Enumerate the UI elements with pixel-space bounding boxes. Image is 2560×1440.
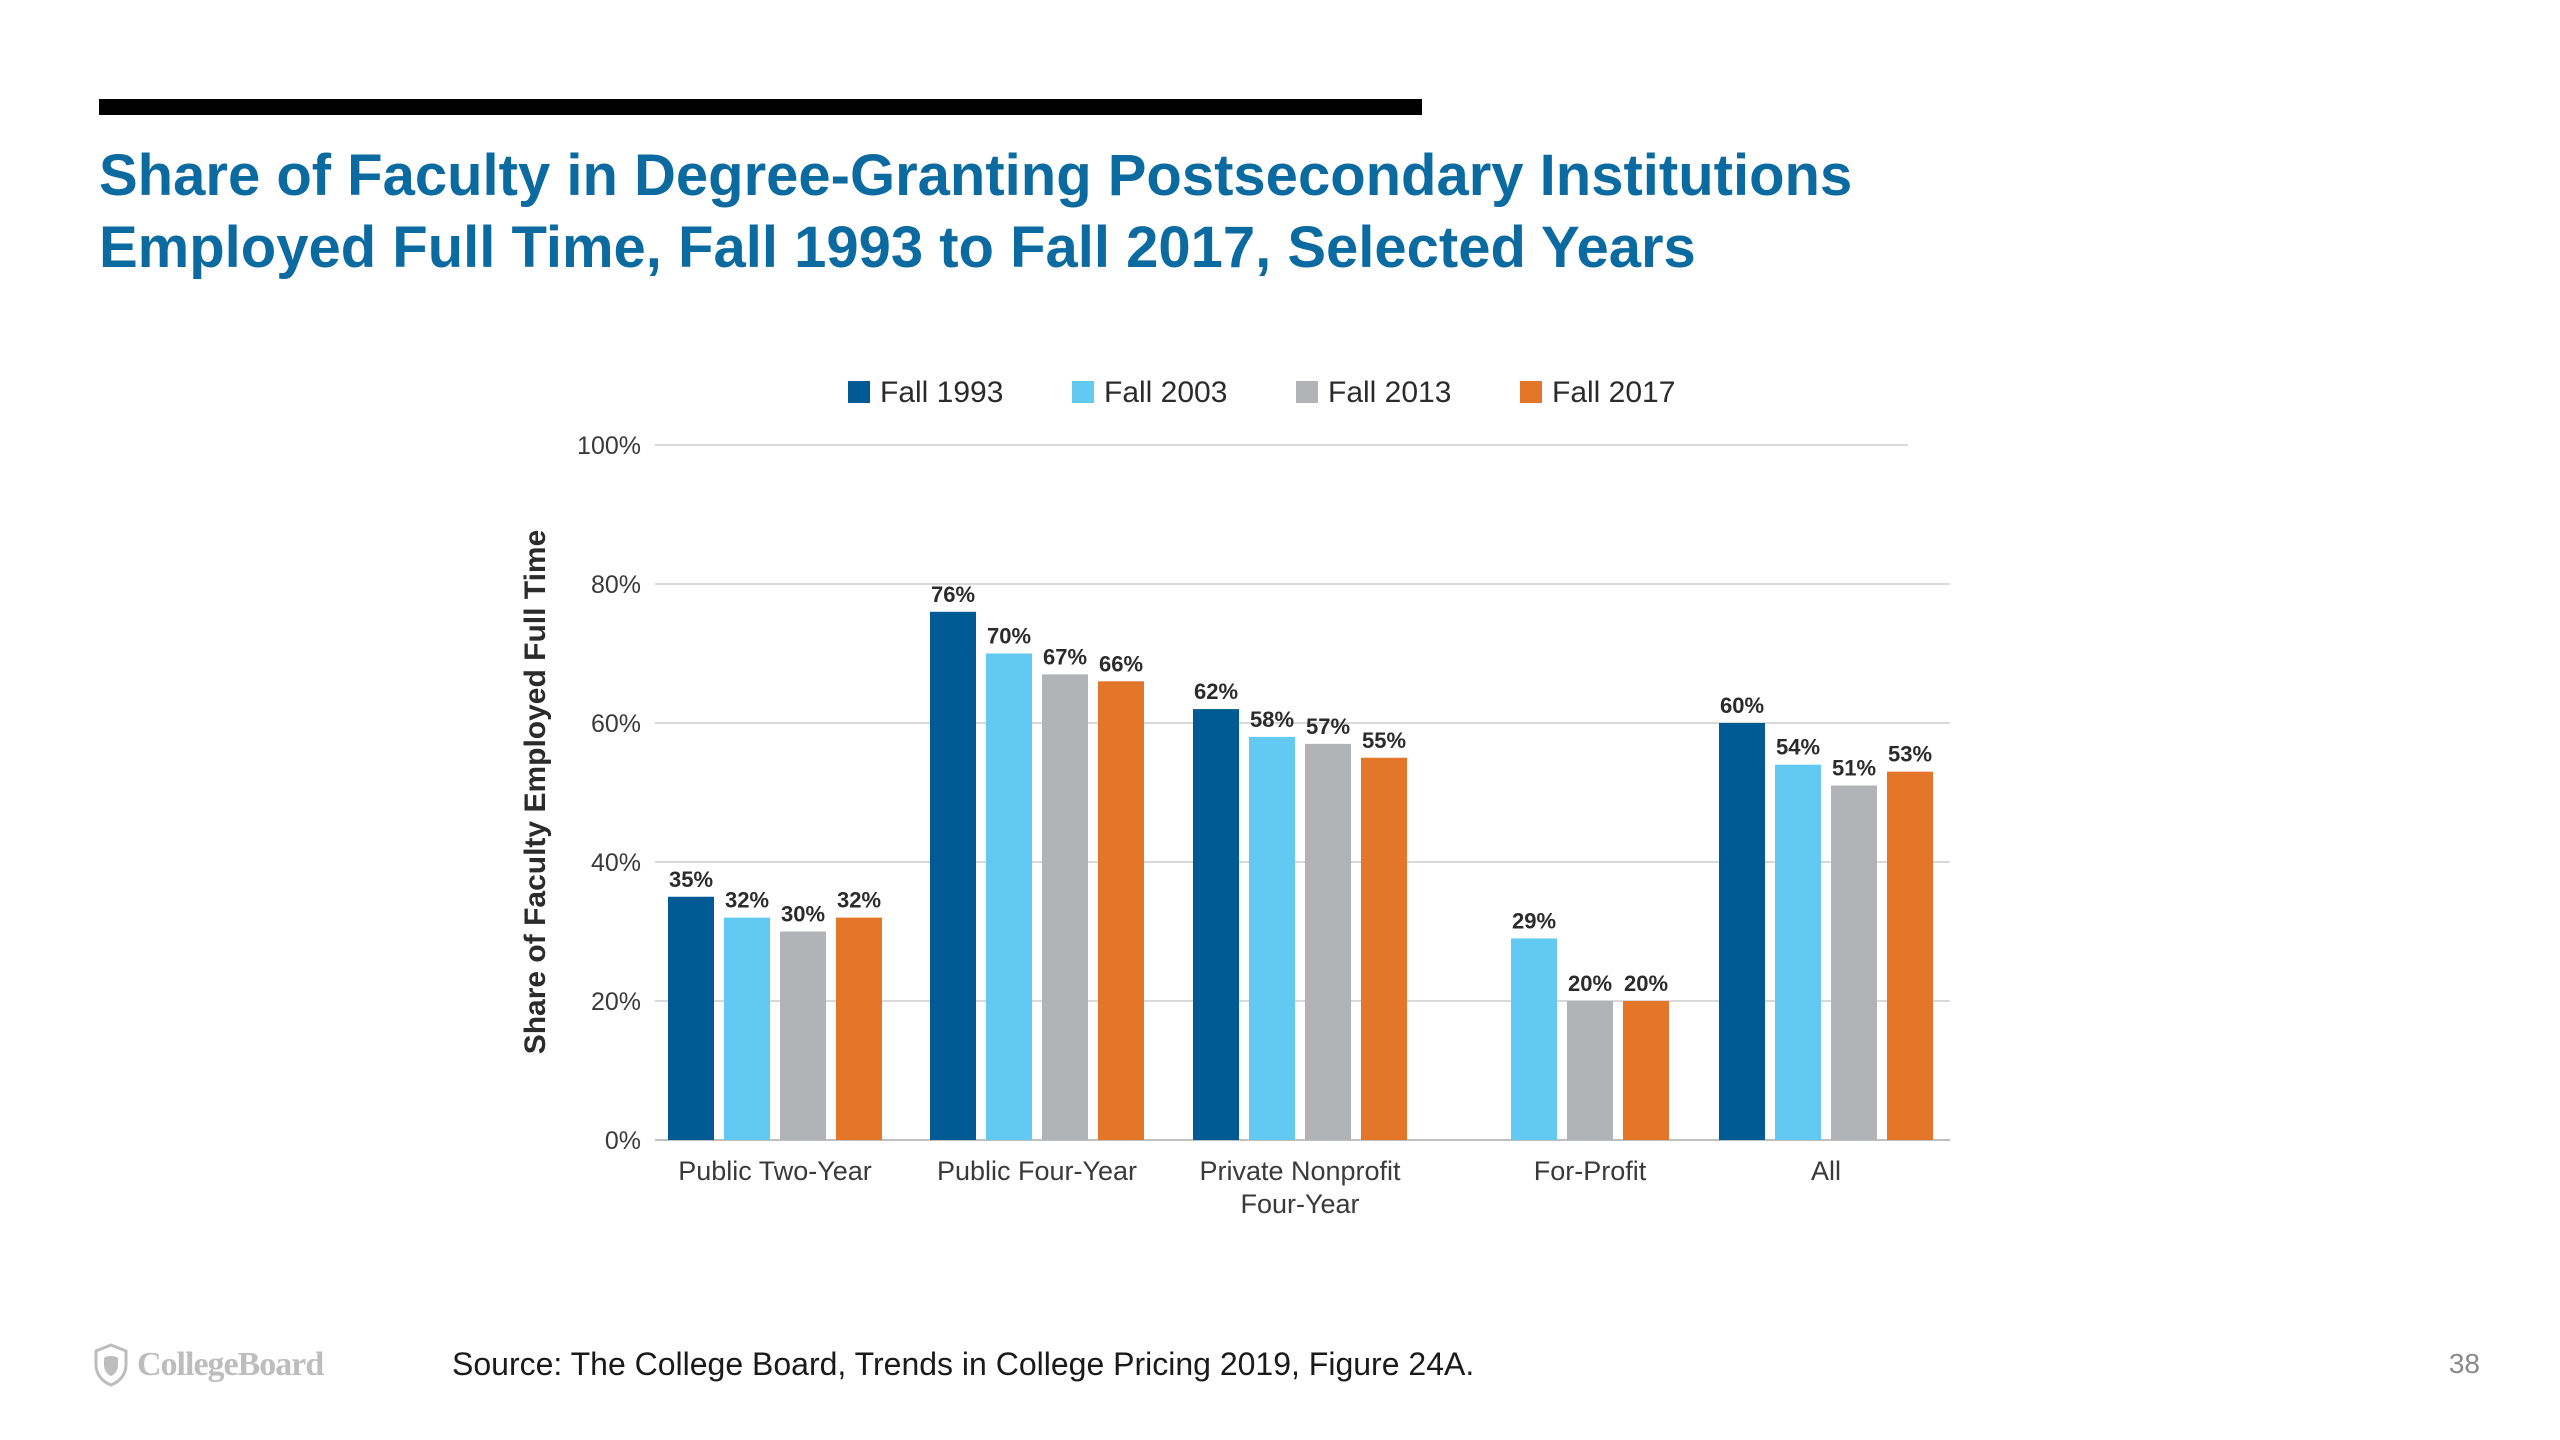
legend-swatch [1296, 381, 1318, 403]
bar [1775, 764, 1821, 1140]
bar [1361, 757, 1407, 1140]
bar [1305, 743, 1351, 1140]
bar [1831, 785, 1877, 1140]
bar [1098, 681, 1144, 1140]
bar [1567, 1001, 1613, 1140]
category-label: Public Four-Year [937, 1156, 1137, 1186]
legend-label: Fall 1993 [880, 376, 1003, 409]
legend-swatch [1520, 381, 1542, 403]
legend-label: Fall 2003 [1104, 376, 1227, 409]
legend-swatch [848, 381, 870, 403]
data-label: 30% [781, 902, 825, 927]
category-label: Four-Year [1240, 1189, 1359, 1219]
page-number: 38 [2448, 1348, 2480, 1379]
title-line-1: Share of Faculty in Degree-Granting Post… [99, 143, 1853, 208]
bar [780, 931, 826, 1140]
data-label: 20% [1624, 971, 1668, 996]
data-label: 29% [1512, 908, 1556, 933]
title-line-2: Employed Full Time, Fall 1993 to Fall 20… [99, 215, 1696, 280]
data-label: 55% [1362, 728, 1406, 753]
bar [1623, 1001, 1669, 1140]
college-board-logo: CollegeBoard [93, 1340, 324, 1390]
y-tick-label: 80% [591, 571, 641, 599]
y-tick-label: 0% [605, 1127, 641, 1155]
bar [1193, 709, 1239, 1140]
y-tick-label: 100% [577, 432, 641, 460]
y-axis-title: Share of Faculty Employed Full Time [519, 530, 552, 1055]
legend-label: Fall 2017 [1552, 376, 1675, 409]
bar [1511, 938, 1557, 1140]
bar [1042, 674, 1088, 1140]
category-label: All [1811, 1156, 1841, 1186]
data-label: 62% [1194, 679, 1238, 704]
bar [1249, 736, 1295, 1140]
data-label: 67% [1043, 644, 1087, 669]
y-tick-label: 20% [591, 988, 641, 1016]
y-tick-label: 40% [591, 849, 641, 877]
data-label: 60% [1720, 693, 1764, 718]
bar [836, 917, 882, 1140]
data-label: 76% [931, 582, 975, 607]
data-label: 57% [1306, 714, 1350, 739]
data-label: 53% [1888, 742, 1932, 767]
data-label: 35% [669, 867, 713, 892]
bar [1887, 771, 1933, 1140]
data-label: 32% [725, 888, 769, 913]
logo-text: CollegeBoard [137, 1346, 324, 1383]
legend-label: Fall 2013 [1328, 376, 1451, 409]
slide-title: Share of Faculty in Degree-Granting Post… [99, 140, 2049, 284]
bar [930, 611, 976, 1140]
category-label: Public Two-Year [678, 1156, 872, 1186]
y-tick-label: 60% [591, 710, 641, 738]
data-label: 66% [1099, 651, 1143, 676]
legend-swatch [1072, 381, 1094, 403]
top-rule [99, 99, 1422, 115]
category-label: Private Nonprofit [1199, 1156, 1401, 1186]
data-label: 54% [1776, 735, 1820, 760]
data-label: 58% [1250, 707, 1294, 732]
category-label: For-Profit [1534, 1156, 1647, 1186]
data-label: 20% [1568, 971, 1612, 996]
source-note: Source: The College Board, Trends in Col… [452, 1346, 1475, 1382]
bar [1719, 723, 1765, 1140]
data-label: 70% [987, 624, 1031, 649]
bar [668, 896, 714, 1140]
data-label: 32% [837, 888, 881, 913]
bar [986, 653, 1032, 1140]
data-label: 51% [1832, 756, 1876, 781]
shield-acorn-icon [94, 1343, 128, 1387]
bar [724, 917, 770, 1140]
